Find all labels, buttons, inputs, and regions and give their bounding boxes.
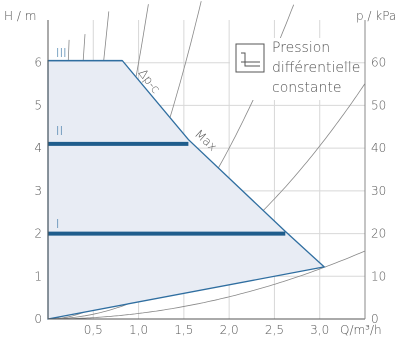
legend-line-1: Pression <box>272 40 330 56</box>
axes <box>47 20 366 320</box>
x-tick-1: 1,0 <box>129 323 148 337</box>
legend-icon <box>235 43 265 73</box>
x-tick-3: 2,0 <box>220 323 239 337</box>
y-left-tick-5: 5 <box>34 98 42 112</box>
x-tick-4: 2,5 <box>265 323 284 337</box>
y-right-tick-40: 40 <box>371 141 386 155</box>
y-right-tick-50: 50 <box>371 98 386 112</box>
system-curve-8 <box>48 250 366 320</box>
series-label-I: I <box>56 217 60 231</box>
y-left-tick-2: 2 <box>34 227 42 241</box>
y-left-tick-1: 1 <box>34 269 42 283</box>
y-axis-left-title: H / m <box>4 9 36 23</box>
y-right-tick-60: 60 <box>371 56 386 70</box>
x-tick-5: 3,0 <box>310 323 329 337</box>
x-tick-2: 1,5 <box>174 323 193 337</box>
legend-icon-curve <box>241 52 260 67</box>
series-label-II: II <box>56 124 63 138</box>
y-left-tick-0: 0 <box>34 312 42 326</box>
legend-line-2: différentielle <box>272 60 360 76</box>
y-left-tick-4: 4 <box>34 141 42 155</box>
series-lines <box>48 59 286 236</box>
series-label-III: III <box>56 46 67 60</box>
y-left-tick-6: 6 <box>34 56 42 70</box>
legend: Pression différentielle constante <box>230 38 360 100</box>
x-axis-title: Q/m³/h <box>340 323 382 337</box>
y-right-tick-0: 0 <box>371 312 379 326</box>
y-axis-right-title: p / kPa <box>356 9 396 23</box>
y-right-tick-30: 30 <box>371 184 386 198</box>
y-right-tick-10: 10 <box>371 269 386 283</box>
x-tick-0: 0,5 <box>84 323 103 337</box>
y-left-tick-3: 3 <box>34 184 42 198</box>
legend-line-3: constante <box>272 80 341 96</box>
y-right-tick-20: 20 <box>371 227 386 241</box>
